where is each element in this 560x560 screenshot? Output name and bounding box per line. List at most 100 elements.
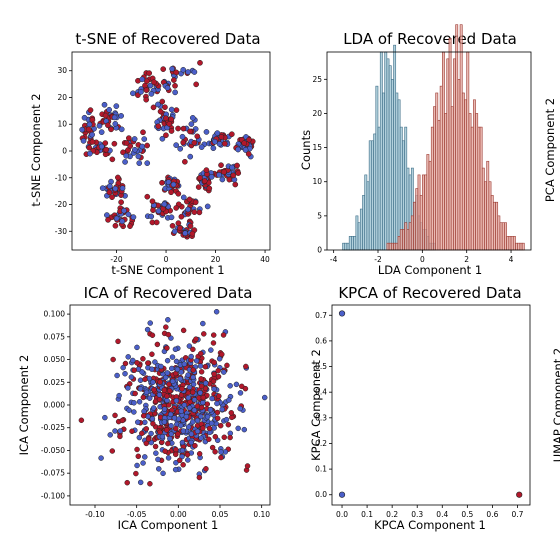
ica-point [194,417,201,424]
ica-point [161,419,168,425]
kpca-xtick-label: 0.6 [486,510,498,519]
ica-point [224,362,230,369]
tsne-point [180,194,187,201]
tsne-point [121,207,127,214]
kpca-xtick-label: 0.5 [461,510,473,519]
tsne-point [86,121,93,128]
ica-point [228,410,235,416]
ica-point [198,404,205,411]
tsne-point [194,133,201,140]
ica-point [202,363,209,370]
ica-point [213,308,220,315]
kpca-ytick-label: 0.1 [315,465,327,474]
ica-point [201,331,207,337]
ica-point [137,377,144,384]
ica-point [150,405,157,411]
tsne-ytick-label: 0 [62,147,67,156]
ica-point [110,356,116,363]
ica-ytick-label: 0.025 [44,378,66,387]
ica-point [227,434,233,441]
lda-bar [351,236,354,251]
lda-bar [415,188,419,251]
tsne-point [160,66,167,72]
tsne-point [80,138,87,144]
ica-point [211,386,217,392]
tsne-point [120,149,126,156]
tsne-plot: t-SNE of Recovered Data t-SNE Component … [29,30,271,277]
tsne-point [186,196,193,203]
ica-point [233,381,240,388]
ica-point [185,424,192,430]
tsne-point [87,150,93,157]
lda-bar [375,85,379,251]
ica-point [172,451,179,458]
tsne-point [175,220,182,227]
tsne-xtick-label: 40 [260,255,270,264]
tsne-point [161,201,168,208]
tsne-point [219,176,226,183]
tsne-ytick-label: -10 [55,173,67,182]
lda-bar [433,106,436,251]
ica-point [137,386,144,392]
tsne-point [104,212,110,218]
ica-point [156,396,163,403]
ica-point [164,393,170,399]
kpca-xtick-label: 0.0 [336,510,348,519]
lda-bars [342,24,525,251]
lda-bar [435,92,439,251]
kpca-points [338,310,523,498]
ica-point [211,371,217,377]
ica-point [164,357,171,364]
ica-point [244,463,251,469]
lda-ytick-label: 5 [317,211,322,220]
ica-point [214,415,221,422]
lda-bar [406,229,410,251]
ica-point [158,363,164,370]
tsne-point [180,139,187,146]
tsne-point [235,170,242,176]
lda-xtick-label: -2 [374,255,382,264]
kpca-xtick-label: 0.2 [386,510,398,519]
ica-point [207,407,214,413]
lda-bar [377,126,381,251]
tsne-point [127,223,133,229]
lda-bar [391,242,394,251]
ica-point [135,419,141,425]
ica-points [78,308,268,487]
tsne-point [125,211,132,218]
ica-point [219,406,225,413]
tsne-point [130,90,136,97]
ica-point [196,451,203,457]
tsne-point [169,65,175,72]
lda-xtick-label: -4 [330,255,338,264]
tsne-point [218,134,225,140]
tsne-point [164,84,171,91]
lda-bar [506,236,510,251]
tsne-point [168,128,175,134]
ica-point [78,417,85,424]
ica-point [191,397,198,403]
tsne-point [108,126,114,133]
tsne-point [155,208,162,214]
lda-bar [453,58,456,251]
tsne-point [112,222,119,229]
ica-point [175,431,181,437]
lda-bar [402,229,405,251]
kpca-xtick-label: 0.7 [511,510,523,519]
tsne-point [105,217,111,223]
tsne-point [170,181,177,188]
tsne-xtick-label: -20 [110,255,122,264]
ica-point [210,332,217,338]
ica-point [131,400,137,406]
ica-point [122,370,128,377]
ica-point [152,443,159,450]
lda-bar [466,51,470,251]
lda-bar [488,181,492,251]
lda-xtick-label: 0 [420,255,425,264]
ica-point [145,436,152,442]
tsne-point [232,181,239,188]
tsne-point [106,189,113,196]
tsne-point [153,219,160,226]
ica-point [212,449,218,455]
lda-bar [446,58,450,251]
